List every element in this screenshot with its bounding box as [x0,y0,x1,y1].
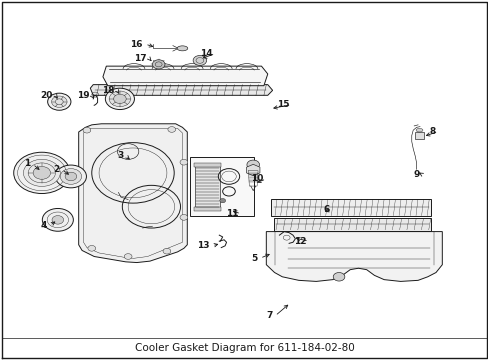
Circle shape [42,208,73,231]
Circle shape [47,93,71,110]
Text: 16: 16 [130,40,142,49]
Polygon shape [266,231,442,282]
Circle shape [332,273,344,281]
Bar [194,207,221,211]
Circle shape [193,55,206,66]
Circle shape [33,166,50,179]
Circle shape [14,152,70,194]
Circle shape [105,88,134,109]
Polygon shape [90,85,272,95]
Bar [194,163,221,167]
Circle shape [113,94,126,103]
Text: 12: 12 [293,237,306,246]
Circle shape [219,198,225,203]
Circle shape [167,127,175,132]
Text: 10: 10 [251,175,264,184]
Circle shape [109,91,130,107]
Polygon shape [102,66,267,86]
Text: 18: 18 [102,86,114,95]
Ellipse shape [415,129,422,132]
Text: 3: 3 [117,151,123,160]
Ellipse shape [177,46,187,51]
Text: 9: 9 [413,170,419,179]
Circle shape [180,215,187,220]
Text: 1: 1 [24,159,30,168]
Text: 14: 14 [200,49,213,58]
Circle shape [52,216,63,224]
Text: 20: 20 [41,91,53,100]
Text: 15: 15 [276,100,288,109]
Polygon shape [79,124,187,262]
Circle shape [124,254,132,259]
Bar [195,164,220,210]
Text: 19: 19 [77,91,89,100]
Circle shape [23,159,60,186]
Text: 8: 8 [429,127,435,136]
Circle shape [163,248,170,254]
Text: Cooler Gasket Diagram for 611-184-02-80: Cooler Gasket Diagram for 611-184-02-80 [134,343,354,353]
Bar [271,198,430,216]
Polygon shape [246,165,260,176]
Circle shape [88,246,96,251]
Circle shape [180,159,187,165]
Circle shape [65,172,77,181]
Bar [273,218,430,230]
Circle shape [60,168,81,184]
Text: 5: 5 [251,254,257,263]
Text: 13: 13 [197,241,209,250]
Bar [190,157,254,216]
Circle shape [152,60,164,69]
Text: 7: 7 [265,311,272,320]
Circle shape [83,127,91,133]
Circle shape [51,96,67,107]
Text: 2: 2 [53,165,59,174]
Circle shape [55,165,86,188]
Text: 4: 4 [41,221,47,230]
Text: 11: 11 [226,209,238,218]
Text: 17: 17 [134,54,146,63]
Bar [414,132,423,139]
Text: 6: 6 [323,205,329,214]
Circle shape [246,160,259,169]
